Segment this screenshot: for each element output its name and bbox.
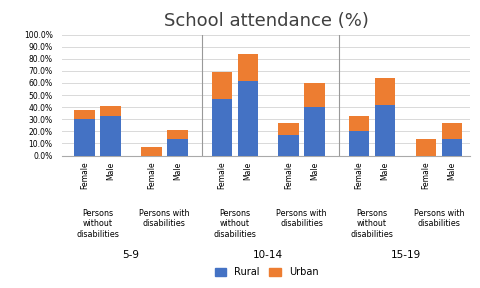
- Bar: [74, 109, 95, 119]
- Bar: [349, 131, 369, 156]
- Bar: [100, 106, 121, 115]
- Text: Persons with
disabilities: Persons with disabilities: [276, 209, 327, 228]
- Bar: [167, 139, 188, 156]
- Text: Persons with
disabilities: Persons with disabilities: [414, 209, 464, 228]
- Bar: [238, 81, 258, 156]
- Bar: [278, 135, 299, 156]
- Bar: [304, 107, 325, 156]
- Bar: [212, 72, 232, 99]
- Text: 5-9: 5-9: [122, 250, 140, 260]
- Title: School attendance (%): School attendance (%): [164, 12, 369, 30]
- Bar: [375, 78, 396, 105]
- Bar: [167, 130, 188, 139]
- Bar: [238, 54, 258, 81]
- Bar: [278, 123, 299, 135]
- Bar: [304, 83, 325, 107]
- Bar: [212, 99, 232, 156]
- Text: Persons with
disabilities: Persons with disabilities: [139, 209, 190, 228]
- Bar: [442, 123, 462, 139]
- Bar: [442, 139, 462, 156]
- Bar: [100, 115, 121, 156]
- Legend: Rural, Urban: Rural, Urban: [211, 264, 322, 281]
- Text: 10-14: 10-14: [253, 250, 283, 260]
- Text: Persons
without
disabilities: Persons without disabilities: [214, 209, 256, 238]
- Text: Persons
without
disabilities: Persons without disabilities: [351, 209, 394, 238]
- Bar: [74, 119, 95, 156]
- Bar: [349, 115, 369, 131]
- Bar: [416, 139, 436, 156]
- Bar: [141, 147, 162, 156]
- Text: 15-19: 15-19: [390, 250, 420, 260]
- Bar: [375, 105, 396, 156]
- Text: Persons
without
disabilities: Persons without disabilities: [76, 209, 119, 238]
